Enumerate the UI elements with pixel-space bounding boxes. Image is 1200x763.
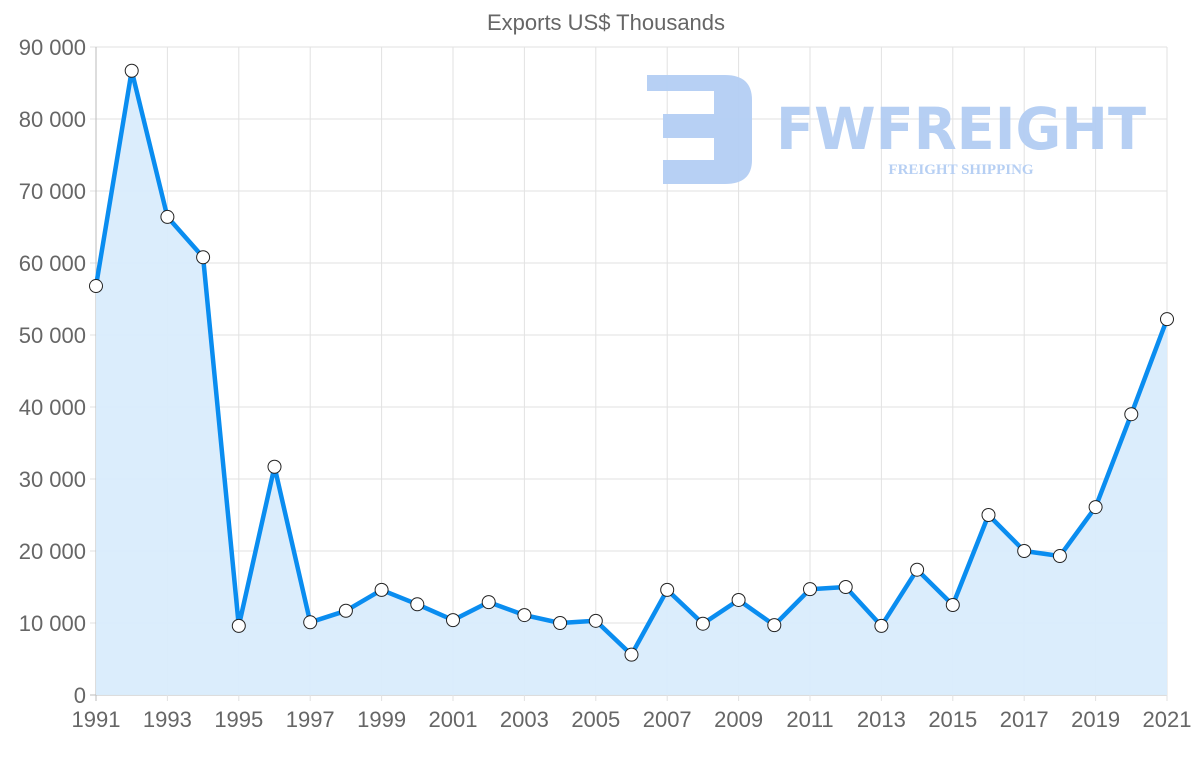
data-point-2010[interactable] — [767, 618, 782, 633]
y-tick-label: 10 000 — [19, 611, 86, 636]
data-point-2020[interactable] — [1124, 407, 1139, 422]
series-area — [96, 70, 1167, 696]
data-point-2012[interactable] — [838, 580, 853, 594]
area-fill — [96, 70, 1167, 696]
x-axis-ticks: 1991 1993 1995 1997 1999 2001 2003 2005 2007 2009… — [72, 707, 1192, 732]
y-tick-label: 30 000 — [19, 467, 86, 492]
x-tick-label: 2021 — [1143, 707, 1192, 732]
data-point-2008[interactable] — [695, 616, 710, 631]
y-tick-label: 60 000 — [19, 251, 86, 276]
y-tick-label: 0 — [74, 683, 86, 708]
data-point-1994[interactable] — [196, 250, 211, 265]
data-points — [89, 63, 1174, 662]
data-point-2021[interactable] — [1160, 312, 1174, 327]
x-tick-label: 2011 — [786, 707, 833, 732]
data-point-2009[interactable] — [731, 592, 746, 607]
data-point-2014[interactable] — [910, 562, 925, 577]
chart-title: Exports US$ Thousands — [487, 10, 725, 35]
y-tick-label: 80 000 — [19, 107, 86, 132]
logo-mark-icon — [647, 75, 752, 184]
y-tick-label: 40 000 — [19, 395, 86, 420]
data-point-2016[interactable] — [981, 508, 996, 522]
y-tick-label: 50 000 — [19, 323, 86, 348]
y-tick-label: 70 000 — [19, 179, 86, 204]
x-tick-label: 1993 — [143, 707, 192, 732]
x-tick-label: 2015 — [928, 707, 977, 732]
y-tick-label: 20 000 — [19, 539, 86, 564]
data-point-2018[interactable] — [1052, 549, 1067, 564]
grid — [90, 46, 1168, 701]
data-point-2003[interactable] — [517, 608, 532, 623]
x-tick-label: 2005 — [571, 707, 620, 732]
x-tick-label: 2003 — [500, 707, 549, 732]
x-tick-label: 1999 — [357, 707, 406, 732]
data-point-2001[interactable] — [446, 613, 460, 628]
logo-brand-text: FWFREIGHT — [776, 95, 1146, 163]
data-point-1995[interactable] — [231, 618, 246, 633]
x-tick-label: 2009 — [714, 707, 763, 732]
data-point-2006[interactable] — [624, 647, 639, 662]
data-point-1999[interactable] — [374, 582, 389, 597]
x-tick-label: 1991 — [72, 707, 121, 732]
x-tick-label: 1997 — [286, 707, 335, 732]
data-point-2019[interactable] — [1088, 500, 1103, 515]
x-tick-label: 2019 — [1071, 707, 1120, 732]
data-point-2015[interactable] — [945, 598, 960, 612]
y-axis-ticks: 0 10 000 20 000 30 000 40 000 50 000 60 000 70 … — [19, 35, 86, 708]
x-tick-label: 2017 — [1000, 707, 1049, 732]
x-tick-label: 2007 — [643, 707, 692, 732]
data-point-1998[interactable] — [338, 603, 353, 618]
x-tick-label: 1995 — [214, 707, 263, 732]
x-tick-label: 2013 — [857, 707, 906, 732]
data-point-2005[interactable] — [588, 613, 603, 628]
y-tick-label: 90 000 — [19, 35, 86, 60]
data-point-1996[interactable] — [267, 459, 282, 474]
data-point-2007[interactable] — [660, 582, 675, 597]
logo-tagline-text: FREIGHT SHIPPING — [888, 162, 1033, 178]
data-point-1992[interactable] — [124, 63, 139, 78]
data-point-2013[interactable] — [874, 618, 889, 633]
data-point-2004[interactable] — [553, 616, 568, 630]
data-point-1991[interactable] — [89, 279, 103, 294]
data-point-1993[interactable] — [160, 209, 175, 224]
data-point-2011[interactable] — [803, 582, 817, 597]
data-point-1997[interactable] — [303, 615, 318, 630]
fwfreight-logo-watermark: FWFREIGHT FREIGHT SHIPPING — [647, 75, 1146, 184]
data-point-2017[interactable] — [1017, 544, 1032, 558]
data-point-2002[interactable] — [481, 595, 496, 610]
x-tick-label: 2001 — [429, 707, 478, 732]
data-point-2000[interactable] — [410, 597, 425, 612]
